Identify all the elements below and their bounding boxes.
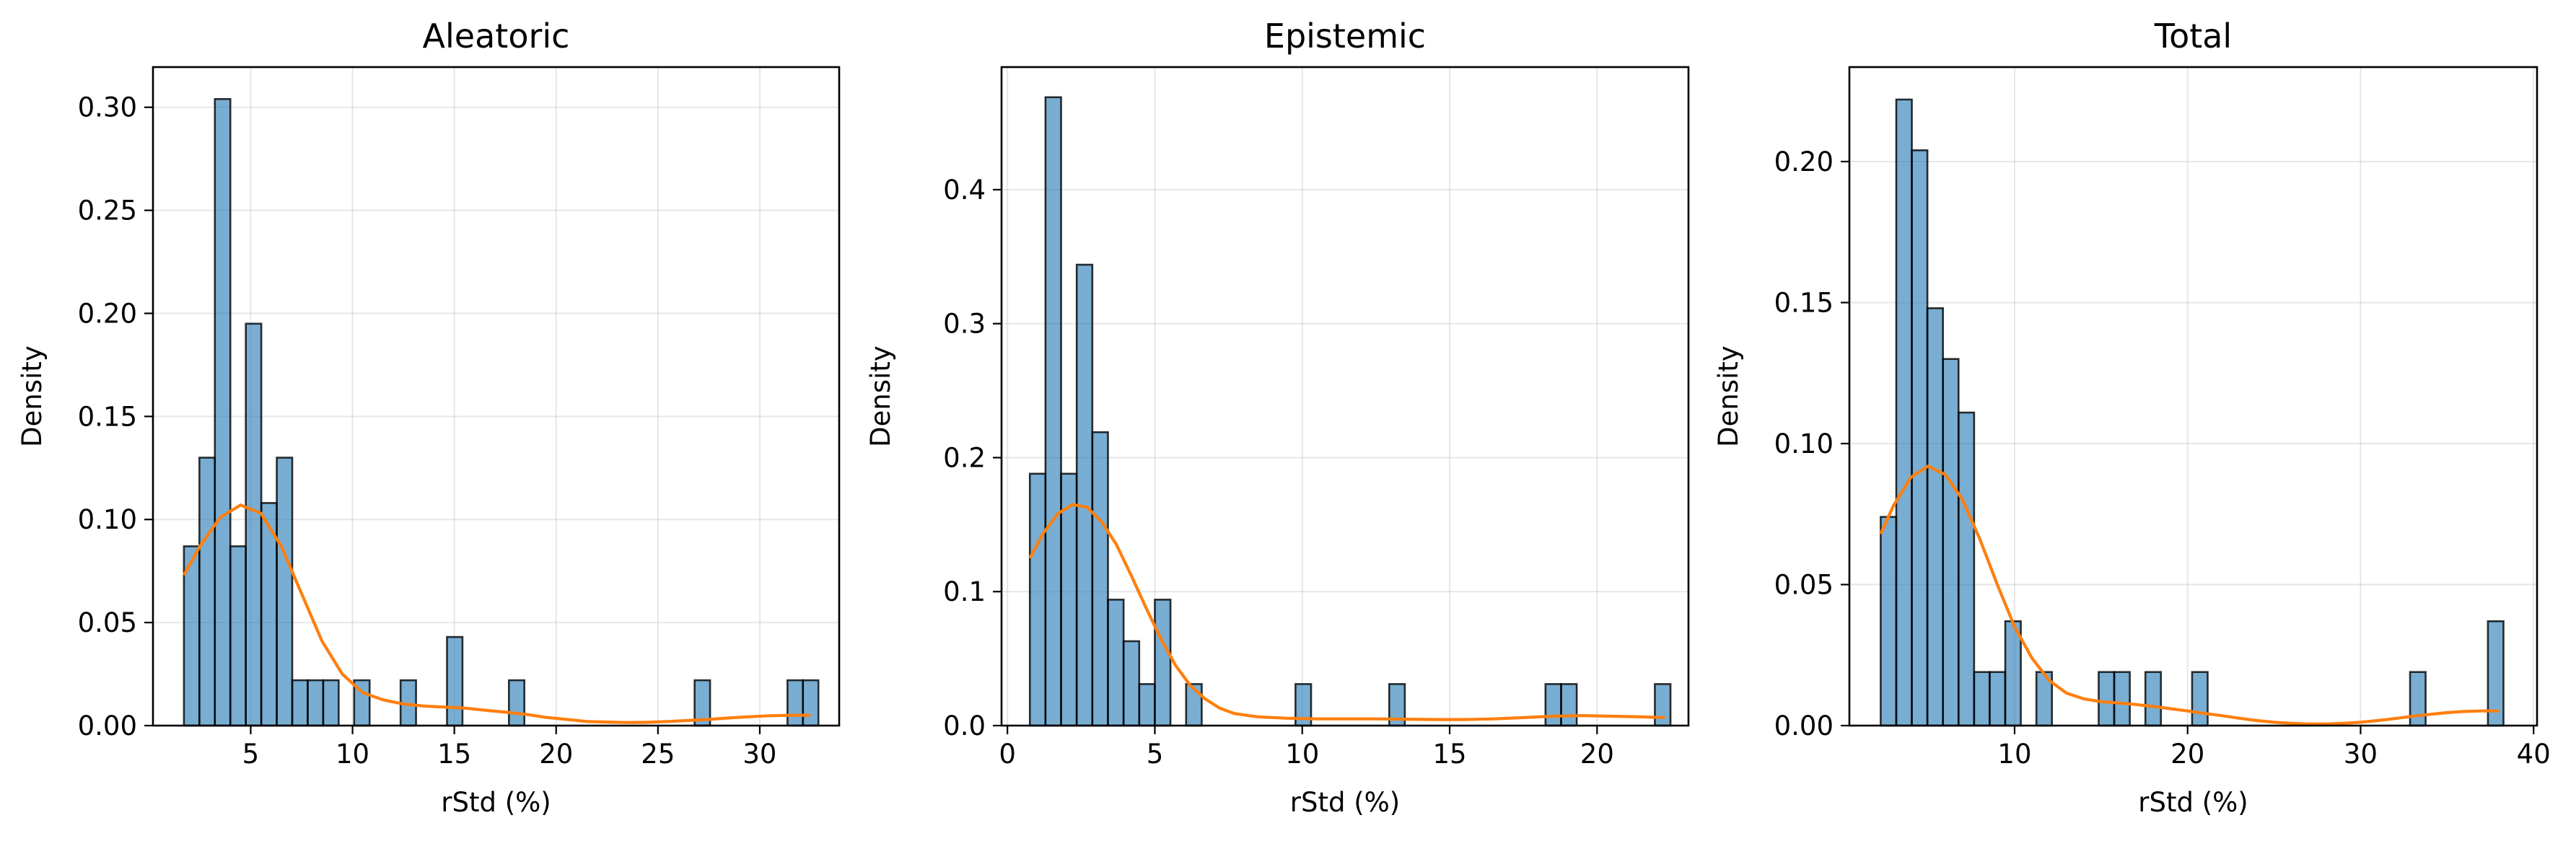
x-axis-label: rStd (%)	[441, 787, 551, 818]
plot-frame	[1848, 66, 2538, 727]
kde-curve	[1879, 464, 2500, 726]
histogram-bar	[322, 679, 340, 727]
histogram-bar	[1075, 263, 1094, 727]
histogram-bars	[1880, 98, 2505, 727]
panel-total: 10 20 30 40 0.00 0.05 0.10 0.15 0.20 Total rStd…	[1713, 17, 2551, 818]
histogram-bar	[1895, 98, 1913, 727]
y-tick-label: 0.05	[78, 607, 137, 638]
histogram-bar	[2144, 671, 2163, 727]
histogram-bar	[1989, 671, 2007, 727]
histogram-bar	[1911, 149, 1929, 727]
y-tick-label: 0.00	[1774, 710, 1834, 741]
y-tick-label: 0.10	[1774, 428, 1834, 459]
x-tick-label: 40	[2517, 739, 2551, 770]
histogram-bar	[1107, 599, 1125, 727]
y-tick-label: 0.2	[943, 442, 986, 473]
histogram-bar	[507, 679, 526, 727]
x-tick-label: 20	[539, 739, 573, 770]
plot-frame	[152, 66, 841, 727]
histogram-bar	[1560, 683, 1578, 727]
histogram-bar	[2191, 671, 2209, 727]
y-tick-label: 0.05	[1774, 569, 1834, 600]
chart-title: Aleatoric	[423, 17, 570, 56]
histogram-bar	[291, 679, 309, 727]
histogram-bar	[1654, 683, 1672, 727]
grid-lines	[153, 67, 839, 726]
histogram-bar	[787, 679, 805, 727]
histogram-bars	[1028, 96, 1672, 727]
x-tick-label: 15	[437, 739, 471, 770]
histogram-bar	[1957, 411, 1976, 727]
histogram-bar	[446, 635, 464, 727]
histogram-bar	[198, 457, 216, 727]
y-tick-label: 0.15	[78, 401, 137, 432]
x-tick-label: 10	[336, 739, 369, 770]
histogram-bar	[1926, 307, 1945, 727]
histogram-bar	[1880, 516, 1898, 727]
x-ticks: 10 20 30 40	[1997, 726, 2551, 770]
y-tick-label: 0.30	[78, 92, 137, 123]
histogram-bar	[214, 97, 232, 727]
y-tick-label: 0.20	[78, 298, 137, 329]
x-tick-label: 15	[1433, 739, 1467, 770]
x-tick-label: 20	[2170, 739, 2204, 770]
histogram-bar	[802, 679, 820, 727]
y-ticks: 0.0 0.1 0.2 0.3 0.4	[943, 175, 1002, 741]
x-tick-label: 30	[742, 739, 776, 770]
x-tick-label: 20	[1580, 739, 1614, 770]
kde-curve	[183, 503, 811, 724]
histogram-bar	[307, 679, 325, 727]
y-tick-label: 0.25	[78, 195, 137, 226]
y-tick-label: 0.20	[1774, 146, 1834, 177]
x-tick-label: 5	[242, 739, 260, 770]
histogram-bars	[183, 97, 820, 727]
y-tick-label: 0.3	[943, 309, 986, 340]
y-axis-label: Density	[17, 345, 48, 447]
x-axis-label: rStd (%)	[2138, 787, 2248, 818]
x-axis-label: rStd (%)	[1290, 787, 1400, 818]
histogram-bar	[229, 545, 247, 727]
histogram-bar	[276, 457, 294, 727]
y-tick-label: 0.1	[943, 576, 986, 607]
y-axis-label: Density	[865, 345, 896, 447]
chart-title: Total	[2154, 17, 2232, 56]
x-tick-label: 10	[1997, 739, 2031, 770]
histogram-bar	[1138, 683, 1156, 727]
x-tick-label: 30	[2344, 739, 2378, 770]
x-ticks: 0 5 10 15 20	[999, 726, 1614, 770]
x-tick-label: 10	[1285, 739, 1319, 770]
panel-epistemic: 0 5 10 15 20 0.0 0.1 0.2 0.3 0.4 Epistemic rStd …	[865, 17, 1690, 818]
y-tick-label: 0.15	[1774, 287, 1834, 318]
histogram-bar	[1028, 472, 1047, 727]
x-tick-label: 0	[999, 739, 1016, 770]
y-tick-label: 0.4	[943, 175, 986, 206]
y-ticks: 0.00 0.05 0.10 0.15 0.20 0.25 0.30	[78, 92, 153, 741]
plot-frame	[1000, 66, 1690, 727]
y-ticks: 0.00 0.05 0.10 0.15 0.20	[1774, 146, 1849, 741]
chart-title: Epistemic	[1264, 17, 1426, 56]
histogram-bar	[1544, 683, 1562, 727]
x-tick-label: 25	[641, 739, 675, 770]
histogram-bar	[1973, 671, 1991, 727]
histogram-bar	[1044, 96, 1062, 727]
histogram-bar	[2113, 671, 2131, 727]
x-tick-label: 5	[1147, 739, 1164, 770]
y-tick-label: 0.10	[78, 504, 137, 535]
histogram-bar	[2098, 671, 2116, 727]
histogram-bar	[1091, 431, 1109, 727]
histogram-bar	[245, 322, 263, 727]
kde-curve	[1028, 503, 1665, 721]
histogram-bar	[1154, 599, 1172, 727]
y-tick-label: 0.00	[78, 710, 137, 741]
y-tick-label: 0.0	[943, 710, 986, 741]
histogram-bar	[1942, 358, 1960, 727]
panel-aleatoric: 5 10 15 20 25 30 0.00 0.05 0.10 0.15 0.20 0.25 0.30…	[17, 17, 841, 818]
histogram-bar	[1122, 640, 1141, 727]
y-axis-label: Density	[1713, 345, 1744, 447]
x-ticks: 5 10 15 20 25 30	[242, 726, 776, 770]
